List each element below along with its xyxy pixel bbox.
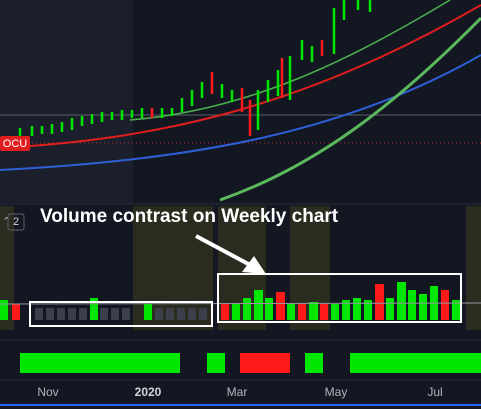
volume-bars-small [35, 308, 207, 320]
x-tick-label: May [325, 385, 348, 399]
highlight-box [29, 301, 213, 327]
chevron: ⌃ [2, 216, 11, 228]
symbol-badge [0, 136, 30, 151]
pane-number: 2 [13, 216, 19, 228]
volume-average [0, 302, 481, 305]
pane-badge [7, 213, 25, 231]
moving-average-red [0, 4, 481, 149]
moving-average-blue [0, 54, 481, 171]
x-tick-label: Mar [227, 385, 248, 399]
x-tick-label: Jul [427, 385, 442, 399]
price-bars-down [150, 40, 324, 136]
indicator-strip [20, 353, 481, 373]
moving-average-green [129, 0, 451, 121]
annotation: Volume contrast on Weekly chart [40, 206, 339, 227]
price-bars-up [18, 0, 372, 136]
highlight-box [217, 273, 462, 323]
x-tick-label: Nov [37, 385, 58, 399]
arrow-shaft [195, 234, 253, 268]
symbol-label: OCU [3, 138, 28, 150]
moving-average-green-thick [219, 16, 481, 202]
shaded-region [0, 0, 133, 203]
x-tick-label: 2020 [135, 385, 162, 399]
arrow-head [242, 256, 266, 274]
volume-bars-down [12, 284, 449, 320]
